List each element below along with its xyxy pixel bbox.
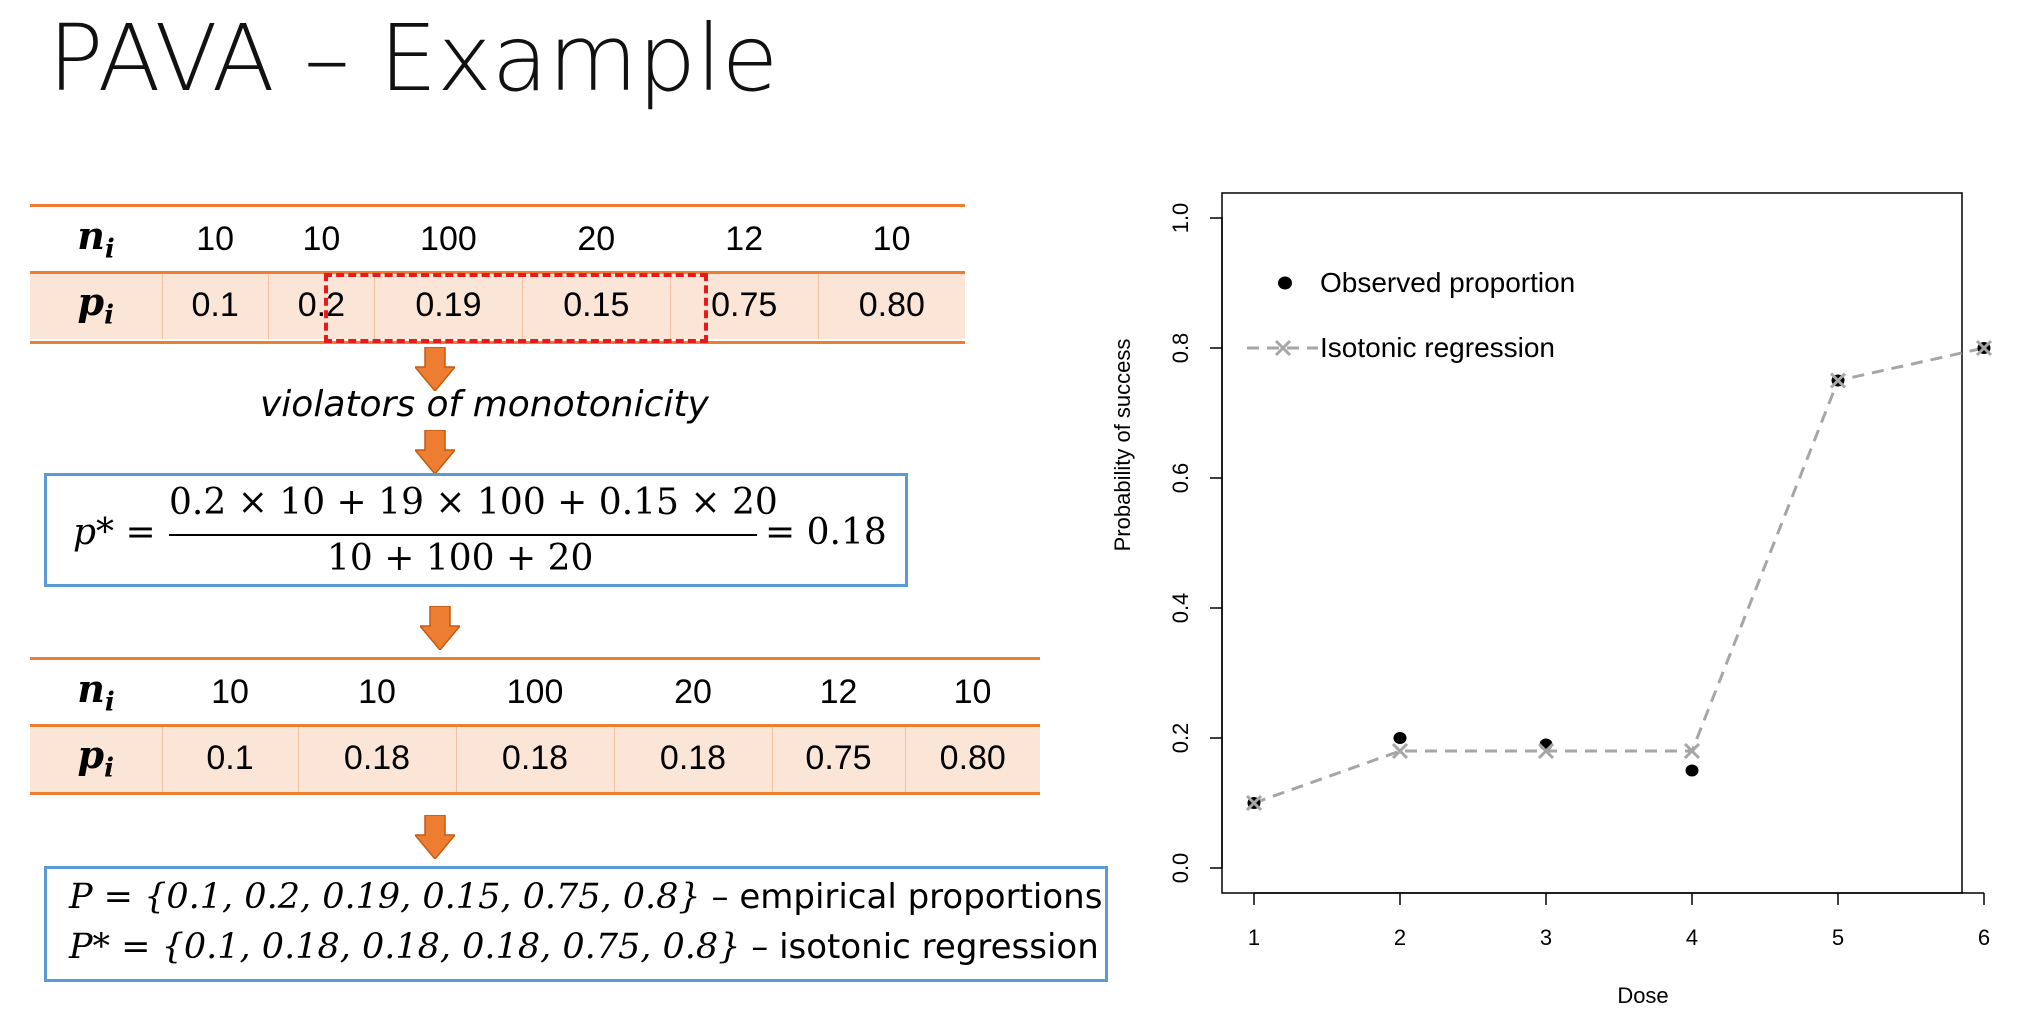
isotonic-regression-point bbox=[1975, 339, 1993, 357]
table2-p-row: pi 0.1 0.18 0.18 0.18 0.75 0.80 bbox=[30, 724, 1040, 792]
x-axis-label: Dose bbox=[1617, 983, 1668, 1008]
x-tick-label: 3 bbox=[1540, 925, 1552, 950]
table1-n-cell: 10 bbox=[302, 219, 341, 258]
down-arrow-icon bbox=[415, 347, 455, 391]
table2-bottom-rule bbox=[30, 792, 1040, 795]
isotonic-regression-line bbox=[1253, 346, 1985, 805]
summary-line-empirical: P = {0.1, 0.2, 0.19, 0.15, 0.75, 0.8} – … bbox=[69, 877, 1102, 917]
table1-p-cell: 0.1 bbox=[161, 271, 269, 339]
table1-n-cell: 12 bbox=[725, 219, 764, 258]
page-title: PAVA – Example bbox=[48, 5, 779, 112]
legend-observed-marker bbox=[1278, 276, 1292, 290]
formula-numerator: 0.2 × 10 + 19 × 100 + 0.15 × 20 bbox=[169, 482, 778, 523]
table1-mid-rule bbox=[30, 271, 965, 274]
x-tick-label: 6 bbox=[1978, 925, 1990, 950]
observed-proportion-point bbox=[1977, 342, 1991, 354]
table2-n-cell: 100 bbox=[506, 672, 564, 711]
y-tick-label: 0.8 bbox=[1168, 333, 1193, 364]
x-tick-label: 4 bbox=[1686, 925, 1698, 950]
isotonic-regression-point bbox=[1245, 794, 1263, 812]
table1-n-cell: 10 bbox=[872, 219, 911, 258]
table1-n-row: ni 10 10 100 20 12 10 bbox=[30, 207, 965, 271]
formula-denominator: 10 + 100 + 20 bbox=[327, 538, 594, 579]
table2-n-row: ni 10 10 100 20 12 10 bbox=[30, 660, 1040, 724]
legend-isotonic-marker bbox=[1274, 339, 1292, 357]
isotonic-regression-point bbox=[1683, 742, 1701, 760]
table1-p-cell: 0.80 bbox=[817, 271, 965, 339]
formula-result: = 0.18 bbox=[765, 512, 887, 553]
x-tick-label: 5 bbox=[1832, 925, 1844, 950]
plot-frame bbox=[1221, 192, 1963, 894]
table2-mid-rule bbox=[30, 724, 1040, 727]
legend-isotonic-label: Isotonic regression bbox=[1320, 332, 1555, 363]
isotonic-regression-point bbox=[1829, 372, 1847, 389]
table1-n-cell: 20 bbox=[577, 219, 616, 258]
table1-n-cell: 100 bbox=[420, 219, 477, 258]
x-tick-label: 2 bbox=[1394, 925, 1406, 950]
isotonic-regression-point bbox=[1391, 742, 1409, 760]
p-label: pi bbox=[30, 271, 162, 339]
x-tick-label: 1 bbox=[1248, 925, 1260, 950]
table2-p-cell: 0.75 bbox=[771, 724, 905, 792]
violators-highlight-box bbox=[324, 273, 708, 343]
table1-n-cell: 10 bbox=[196, 219, 235, 258]
table1-p-row: pi 0.1 0.2 0.19 0.15 0.75 0.80 bbox=[30, 271, 965, 339]
table1: ni 10 10 100 20 12 10 pi 0.1 0.2 0.19 0.… bbox=[30, 207, 965, 339]
observed-proportion-point bbox=[1247, 797, 1261, 809]
down-arrow-icon bbox=[415, 815, 455, 859]
table2-n-cell: 10 bbox=[211, 672, 249, 711]
observed-proportion-point bbox=[1393, 732, 1407, 744]
p-label: pi bbox=[30, 724, 162, 792]
table2-p-cell: 0.1 bbox=[161, 724, 298, 792]
summary-line-isotonic: P* = {0.1, 0.18, 0.18, 0.18, 0.75, 0.8} … bbox=[69, 927, 1099, 967]
formula-box: p* = 0.2 × 10 + 19 × 100 + 0.15 × 20 10 … bbox=[44, 473, 908, 587]
formula-lhs: p* = bbox=[73, 512, 156, 553]
summary-box: P = {0.1, 0.2, 0.19, 0.15, 0.75, 0.8} – … bbox=[44, 866, 1108, 982]
down-arrow-icon bbox=[420, 606, 460, 650]
observed-proportion-point bbox=[1831, 374, 1845, 387]
n-label: ni bbox=[77, 666, 115, 718]
observed-proportion-point bbox=[1539, 738, 1553, 751]
table1-p-cell: 0.2 bbox=[267, 271, 375, 339]
fraction-bar bbox=[169, 534, 757, 536]
empirical-caption: – empirical proportions bbox=[700, 877, 1103, 917]
y-tick-label: 0.0 bbox=[1168, 853, 1193, 884]
table2-p-cell: 0.18 bbox=[455, 724, 614, 792]
table1-p-cell: 0.19 bbox=[373, 271, 523, 339]
n-label: ni bbox=[77, 213, 115, 265]
table1-p-cell: 0.15 bbox=[521, 271, 671, 339]
isotonic-regression-point bbox=[1537, 742, 1555, 760]
down-arrow-icon bbox=[415, 430, 455, 474]
table2-n-cell: 12 bbox=[819, 672, 858, 711]
isotonic-caption: – isotonic regression bbox=[740, 927, 1099, 967]
y-tick-label: 0.2 bbox=[1168, 723, 1193, 754]
table2-p-cell: 0.18 bbox=[613, 724, 772, 792]
table2: ni 10 10 100 20 12 10 pi 0.1 0.18 0.18 0… bbox=[30, 660, 1040, 792]
table2-n-cell: 10 bbox=[358, 672, 396, 711]
table1-p-cell: 0.75 bbox=[669, 271, 819, 339]
table2-top-rule bbox=[30, 657, 1040, 660]
table2-n-cell: 10 bbox=[953, 672, 992, 711]
empirical-set: P = {0.1, 0.2, 0.19, 0.15, 0.75, 0.8} bbox=[69, 877, 701, 917]
y-tick-label: 1.0 bbox=[1168, 203, 1193, 234]
y-axis-label: Probability of success bbox=[1110, 339, 1135, 552]
table2-n-cell: 20 bbox=[674, 672, 712, 711]
table1-top-rule bbox=[30, 204, 965, 207]
isotonic-set: P* = {0.1, 0.18, 0.18, 0.18, 0.75, 0.8} bbox=[69, 927, 741, 967]
legend-observed-label: Observed proportion bbox=[1320, 267, 1575, 298]
y-tick-label: 0.6 bbox=[1168, 463, 1193, 494]
table2-p-cell: 0.18 bbox=[297, 724, 456, 792]
observed-proportion-point bbox=[1685, 764, 1699, 777]
y-tick-label: 0.4 bbox=[1168, 593, 1193, 624]
table2-p-cell: 0.80 bbox=[904, 724, 1040, 792]
violators-label: violators of monotonicity bbox=[260, 384, 709, 425]
